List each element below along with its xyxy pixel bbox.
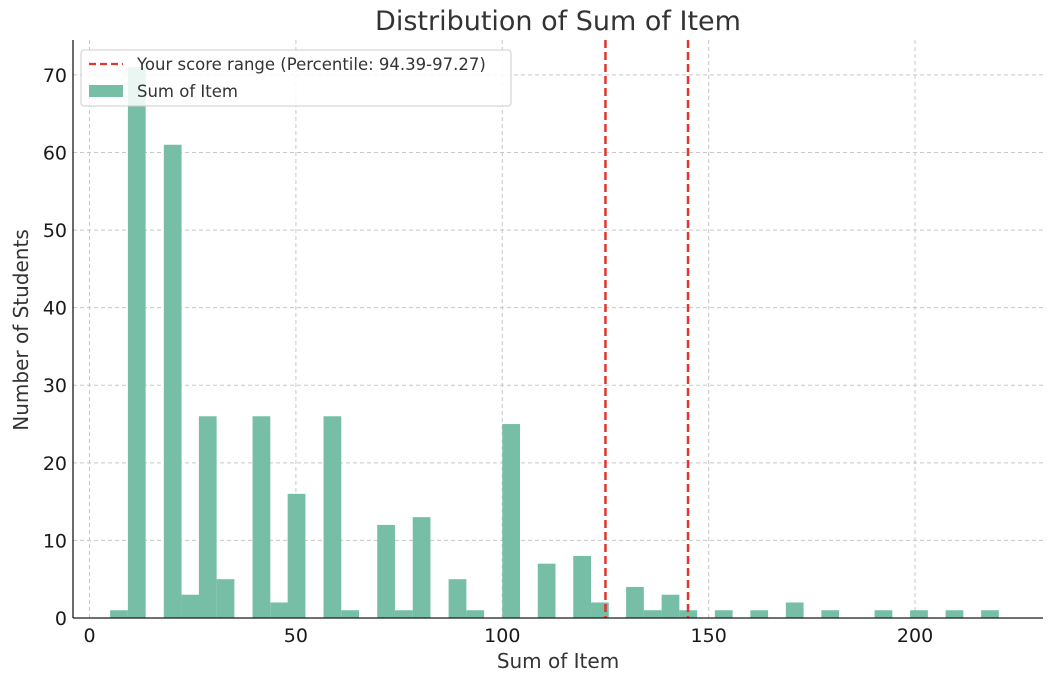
histogram-bar bbox=[537, 563, 556, 618]
grid-lines bbox=[73, 40, 1043, 618]
x-tick-label: 50 bbox=[284, 625, 308, 647]
x-tick-label: 150 bbox=[691, 625, 727, 647]
histogram-bar bbox=[821, 610, 840, 618]
histogram-bars bbox=[110, 67, 999, 619]
histogram-bar bbox=[287, 493, 306, 618]
histogram-bar bbox=[750, 610, 769, 618]
legend-box bbox=[80, 49, 512, 107]
histogram-bar bbox=[216, 579, 235, 618]
score-range-lines bbox=[604, 40, 690, 618]
x-tick-label: 100 bbox=[484, 625, 520, 647]
histogram-bar bbox=[874, 610, 893, 618]
y-tick-label: 0 bbox=[55, 608, 67, 630]
histogram-bar bbox=[377, 524, 395, 618]
y-tick-label: 30 bbox=[43, 375, 67, 397]
histogram-bar bbox=[573, 555, 592, 618]
y-tick-label: 10 bbox=[43, 530, 67, 552]
y-axis-label: Number of Students bbox=[9, 229, 33, 430]
histogram-bar bbox=[181, 594, 200, 618]
legend-bar-swatch bbox=[89, 85, 123, 97]
histogram-bar bbox=[714, 610, 733, 618]
histogram-bar bbox=[981, 610, 999, 618]
histogram-bar bbox=[163, 144, 182, 618]
histogram-bar bbox=[198, 416, 217, 618]
x-axis-label: Sum of Item bbox=[497, 649, 619, 673]
histogram-bar bbox=[679, 610, 698, 618]
histogram-bar bbox=[661, 594, 680, 618]
histogram-bar bbox=[466, 610, 485, 618]
tick-labels: 0 50 100 150 200 0 10 20 30 40 50 60 70 bbox=[43, 65, 933, 647]
axes bbox=[72, 40, 1043, 619]
legend-label-series: Sum of Item bbox=[137, 82, 238, 101]
histogram-bar bbox=[626, 586, 644, 618]
legend-label-score-range: Your score range (Percentile: 94.39-97.2… bbox=[136, 55, 486, 74]
y-tick-label: 60 bbox=[43, 142, 67, 164]
x-tick-label: 0 bbox=[83, 625, 95, 647]
legend: Your score range (Percentile: 94.39-97.2… bbox=[80, 49, 512, 107]
histogram-bar bbox=[785, 602, 804, 618]
y-tick-label: 50 bbox=[43, 220, 67, 242]
y-tick-label: 40 bbox=[43, 298, 67, 320]
histogram-bar bbox=[910, 610, 928, 618]
histogram-bar bbox=[341, 610, 360, 618]
chart-title: Distribution of Sum of Item bbox=[375, 6, 741, 37]
y-tick-label: 70 bbox=[43, 65, 67, 87]
histogram-bar bbox=[945, 610, 964, 618]
histogram-bar bbox=[270, 602, 289, 618]
x-tick-label: 200 bbox=[897, 625, 933, 647]
y-tick-label: 20 bbox=[43, 453, 67, 475]
histogram-bar bbox=[502, 424, 521, 618]
histogram-bar bbox=[127, 67, 146, 619]
histogram-bar bbox=[394, 610, 413, 618]
histogram-bar bbox=[110, 610, 128, 618]
histogram-bar bbox=[252, 416, 271, 618]
histogram-bar bbox=[448, 579, 467, 618]
histogram-bar bbox=[412, 517, 431, 618]
histogram-bar bbox=[643, 610, 662, 618]
histogram-bar bbox=[323, 416, 342, 618]
